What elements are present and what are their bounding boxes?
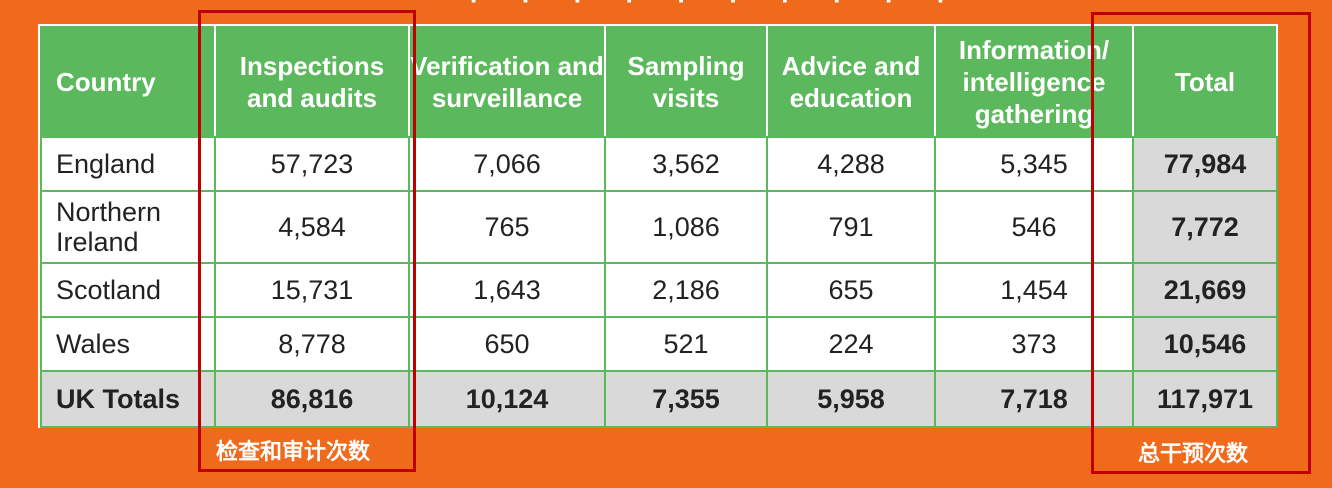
annotation-inspections: 检查和审计次数	[216, 439, 371, 465]
cell-information: 5,345	[934, 136, 1134, 192]
total-advice: 5,958	[766, 370, 936, 428]
cell-verification: 765	[408, 190, 606, 264]
cell-information: 1,454	[934, 262, 1134, 318]
row-country: England	[40, 136, 216, 192]
header-total: Total	[1132, 26, 1278, 138]
table-row: England 57,723 7,066 3,562 4,288 5,345 7…	[40, 136, 1278, 192]
cell-advice: 655	[766, 262, 936, 318]
cell-advice: 791	[766, 190, 936, 264]
cell-advice: 224	[766, 316, 936, 372]
cell-total: 10,546	[1132, 316, 1278, 372]
cell-verification: 7,066	[408, 136, 606, 192]
cell-verification: 1,643	[408, 262, 606, 318]
total-verification: 10,124	[408, 370, 606, 428]
annotation-total: 总干预次数	[1138, 441, 1249, 467]
cell-advice: 4,288	[766, 136, 936, 192]
cell-inspections: 4,584	[214, 190, 410, 264]
table-row: Northern Ireland 4,584 765 1,086 791 546…	[40, 190, 1278, 264]
cell-sampling: 3,562	[604, 136, 768, 192]
header-sampling: Sampling visits	[604, 26, 768, 138]
total-inspections: 86,816	[214, 370, 410, 428]
total-sampling: 7,355	[604, 370, 768, 428]
cell-total: 21,669	[1132, 262, 1278, 318]
cell-sampling: 2,186	[604, 262, 768, 318]
header-inspections: Inspections and audits	[214, 26, 410, 138]
cell-verification: 650	[408, 316, 606, 372]
header-verification: Verification and surveillance	[408, 26, 606, 138]
cell-inspections: 57,723	[214, 136, 410, 192]
row-country: Wales	[40, 316, 216, 372]
cell-sampling: 1,086	[604, 190, 768, 264]
header-country: Country	[40, 26, 216, 138]
table-header-row: Country Inspections and audits Verificat…	[40, 26, 1278, 138]
cell-total: 7,772	[1132, 190, 1278, 264]
table-row: Wales 8,778 650 521 224 373 10,546	[40, 316, 1278, 372]
highlight-box-total	[1091, 12, 1311, 474]
interventions-table-container: Country Inspections and audits Verificat…	[38, 24, 1278, 428]
highlight-box-inspections	[198, 10, 416, 472]
header-advice: Advice and education	[766, 26, 936, 138]
cell-information: 546	[934, 190, 1134, 264]
cropped-title: · · · · · · · · · ·	[470, 0, 1030, 12]
uk-totals-row: UK Totals 86,816 10,124 7,355 5,958 7,71…	[40, 370, 1278, 428]
table-row: Scotland 15,731 1,643 2,186 655 1,454 21…	[40, 262, 1278, 318]
cell-inspections: 8,778	[214, 316, 410, 372]
row-country: Northern Ireland	[40, 190, 216, 264]
row-country: Scotland	[40, 262, 216, 318]
cell-inspections: 15,731	[214, 262, 410, 318]
cell-total: 77,984	[1132, 136, 1278, 192]
cell-sampling: 521	[604, 316, 768, 372]
totals-label: UK Totals	[40, 370, 216, 428]
grand-total: 117,971	[1132, 370, 1278, 428]
interventions-table: Country Inspections and audits Verificat…	[40, 26, 1278, 428]
total-information: 7,718	[934, 370, 1134, 428]
header-information: Information/ intelligence gathering	[934, 26, 1134, 138]
cell-information: 373	[934, 316, 1134, 372]
